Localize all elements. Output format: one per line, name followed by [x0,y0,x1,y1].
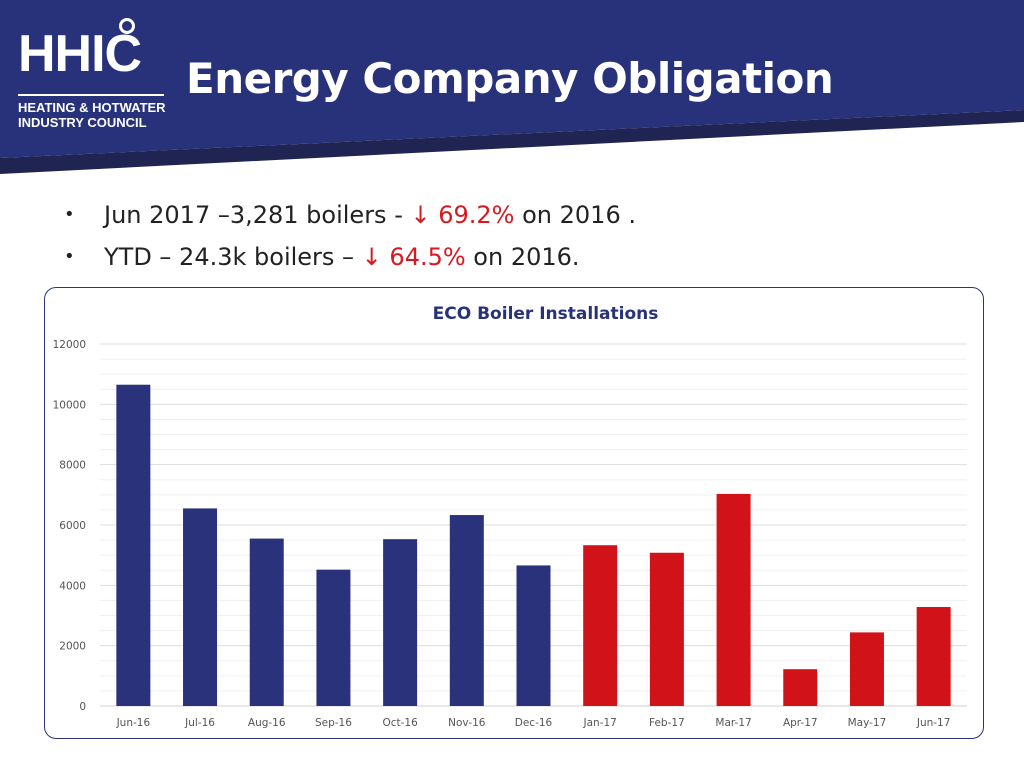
down-arrow-icon: ↓ [410,201,431,229]
bullet-text: YTD – 24.3k boilers – ↓ 64.5% on 2016. [104,238,580,276]
bar [449,515,484,706]
bar [716,493,751,706]
logo-degree-ring [119,18,135,34]
bar [116,384,151,706]
x-tick-label: May-17 [848,717,887,729]
x-tick-label: Jan-17 [583,717,617,729]
bar [183,508,218,706]
bar [583,545,618,706]
bullet-text: Jun 2017 –3,281 boilers - ↓ 69.2% on 201… [104,196,636,234]
chart-title: ECO Boiler Installations [433,304,659,324]
header-background [0,0,1024,174]
y-tick-label: 8000 [59,460,86,472]
chart-container: ECO Boiler Installations 0 2000 4000 6000 800… [44,287,984,739]
y-tick-label: 6000 [59,520,86,532]
page-title: Energy Company Obligation [186,54,834,103]
bullet-marker: • [64,204,75,225]
bar [383,539,418,706]
logo-subtitle-line1: HEATING & HOTWATER [18,100,166,115]
logo-subtitle-line2: INDUSTRY COUNCIL [18,115,147,130]
bar [783,669,818,706]
x-tick-label: Jul-16 [184,717,215,729]
down-arrow-icon: ↓ [361,243,382,271]
logo-divider [18,94,164,96]
y-tick-label: 12000 [53,339,86,351]
x-tick-label: Dec-16 [515,717,553,729]
hhic-logo: HHIC HEATING & HOTWATER INDUSTRY COUNCIL [18,18,168,130]
bar [649,552,684,706]
bullet-text-after: on 2016. [465,243,580,271]
x-tick-label: Oct-16 [382,717,418,729]
x-tick-label: Jun-17 [916,717,951,729]
bullet-change-value: 64.5% [389,243,466,271]
bullet-text-before: Jun 2017 –3,281 boilers - [104,201,411,229]
x-tick-label: Apr-17 [783,717,818,729]
bar [249,538,284,706]
bar [516,565,551,706]
x-tick-label: Feb-17 [649,717,685,729]
y-tick-label: 2000 [59,641,86,653]
bar [316,569,351,706]
logo-wordmark: HHIC [18,25,142,83]
bullet-marker: • [64,246,75,267]
y-tick-label: 4000 [59,580,86,592]
x-tick-label: Nov-16 [448,717,486,729]
logo-subtitle: HEATING & HOTWATER INDUSTRY COUNCIL [18,100,166,130]
bar [916,607,951,706]
header-banner: HHIC HEATING & HOTWATER INDUSTRY COUNCIL… [0,0,1024,180]
bar [849,632,884,706]
bullet-text-after: on 2016 . [514,201,636,229]
bullet-text-before: YTD – 24.3k boilers – [104,243,362,271]
x-tick-label: Mar-17 [715,717,751,729]
y-tick-label: 0 [79,701,86,713]
bullet-change-value: 69.2% [438,201,515,229]
x-tick-label: Sep-16 [315,717,352,729]
x-tick-label: Jun-16 [116,717,151,729]
y-tick-label: 10000 [53,399,86,411]
bar-chart: ECO Boiler Installations 0 2000 4000 6000 800… [53,304,967,729]
x-tick-label: Aug-16 [248,717,286,729]
